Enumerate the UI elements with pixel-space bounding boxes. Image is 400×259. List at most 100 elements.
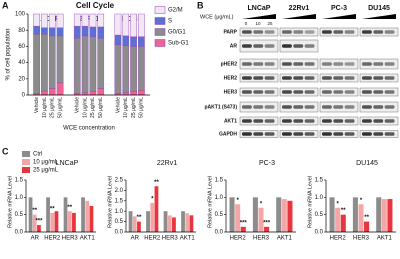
bar-segment bbox=[33, 13, 40, 27]
blot-band bbox=[304, 119, 315, 123]
x-tick-label: 10 μg/mL bbox=[123, 97, 129, 118]
x-tick-label: AKT1 bbox=[80, 236, 96, 242]
bar bbox=[252, 197, 258, 232]
blot-band bbox=[242, 90, 252, 94]
bar-segment bbox=[41, 90, 48, 96]
bar bbox=[132, 216, 137, 232]
dose-label: 25 bbox=[267, 21, 273, 26]
blot-band bbox=[304, 105, 315, 109]
blot-band bbox=[362, 105, 372, 109]
bar bbox=[81, 197, 85, 232]
protein-label: pHER2 bbox=[221, 61, 238, 67]
significance: ** bbox=[364, 215, 369, 221]
blot-band bbox=[373, 132, 384, 136]
blot-band bbox=[282, 132, 292, 136]
blot-band bbox=[253, 62, 264, 66]
dose-wedge bbox=[242, 14, 276, 19]
blot-band bbox=[242, 119, 252, 123]
dose-wedge bbox=[282, 14, 316, 19]
y-tick-label: 0.5 bbox=[315, 212, 324, 218]
legend-swatch bbox=[22, 167, 30, 173]
significance: ** bbox=[32, 208, 37, 214]
y-tick-label: 1.5 bbox=[15, 178, 24, 184]
blot-band bbox=[322, 105, 332, 109]
bar bbox=[387, 199, 393, 232]
protein-label: HER2 bbox=[224, 75, 238, 81]
x-tick-label: 50 μg/mL bbox=[98, 97, 104, 118]
y-tick-label: 2.5 bbox=[115, 178, 124, 184]
blot-band bbox=[322, 132, 332, 136]
panel-label: A bbox=[2, 0, 9, 10]
y-axis-label: % of cell population bbox=[6, 28, 12, 80]
blot-header: WCE (μg/mL) bbox=[200, 14, 234, 20]
blot-band bbox=[293, 90, 304, 94]
blot-band bbox=[384, 62, 395, 66]
blot-band bbox=[282, 105, 292, 109]
blot-band bbox=[253, 132, 264, 136]
legend-swatch bbox=[154, 17, 166, 25]
bar-segment bbox=[48, 13, 56, 28]
bar-segment bbox=[89, 36, 97, 92]
blot-band bbox=[373, 119, 384, 123]
bar-segment bbox=[122, 13, 130, 37]
blot-band bbox=[253, 105, 264, 109]
protein-label: GAPDH bbox=[219, 131, 237, 137]
y-tick-label: 0.0 bbox=[215, 230, 224, 236]
legend-label: 25 μg/mL bbox=[33, 168, 59, 174]
blot-band bbox=[333, 119, 344, 123]
bar-segment bbox=[114, 13, 122, 36]
protein-label: PARP bbox=[223, 29, 237, 35]
blot-band bbox=[242, 62, 252, 66]
y-tick-label: 1.0 bbox=[15, 195, 24, 201]
bar bbox=[189, 215, 194, 232]
blot-frame bbox=[279, 27, 319, 37]
significance: * bbox=[360, 198, 363, 204]
blot-band bbox=[253, 76, 264, 80]
blot-band bbox=[304, 44, 315, 48]
y-tick-label: 1.5 bbox=[115, 198, 124, 204]
blot-band bbox=[322, 119, 332, 123]
bar bbox=[128, 211, 133, 232]
bar bbox=[376, 197, 382, 232]
blot-band bbox=[282, 62, 292, 66]
blot-band bbox=[293, 132, 304, 136]
bar bbox=[185, 213, 190, 232]
blot-band bbox=[242, 30, 252, 34]
blot-band bbox=[282, 30, 292, 34]
y-tick-label: 40 bbox=[18, 60, 25, 66]
y-tick-label: 1.0 bbox=[215, 195, 224, 201]
bar bbox=[264, 226, 270, 232]
y-tick-label: 100 bbox=[15, 12, 26, 18]
bar-segment bbox=[138, 36, 145, 47]
blot-band bbox=[362, 90, 372, 94]
bar-segment bbox=[130, 91, 137, 96]
significance: *** bbox=[35, 219, 43, 225]
bar-segment bbox=[130, 13, 137, 37]
significance: *** bbox=[240, 220, 248, 226]
dose-wedge bbox=[322, 14, 356, 19]
y-tick-label: 2.0 bbox=[115, 188, 124, 194]
blot-band bbox=[253, 44, 264, 48]
x-tick-label: AR bbox=[131, 236, 140, 242]
bar bbox=[381, 199, 387, 232]
legend-swatch bbox=[154, 39, 166, 47]
blot-band bbox=[293, 30, 304, 34]
bar-segment bbox=[33, 34, 40, 94]
chart-title: LNCaP bbox=[56, 160, 79, 167]
bar bbox=[258, 207, 264, 232]
x-tick-label: HER2 bbox=[230, 236, 247, 242]
x-tick-label: 10 μg/mL bbox=[82, 97, 88, 118]
bar bbox=[150, 202, 155, 232]
bar-segment bbox=[138, 46, 145, 91]
blot-band bbox=[304, 62, 315, 66]
bar bbox=[28, 197, 33, 232]
x-axis-label: WCE concentration bbox=[63, 126, 115, 132]
bar-segment bbox=[73, 25, 81, 39]
legend-label: 10 μg/mL bbox=[33, 160, 59, 166]
blot-band bbox=[333, 132, 344, 136]
blot-band bbox=[333, 62, 344, 66]
y-axis-label: Relative mRNA Level bbox=[7, 176, 13, 228]
bar-segment bbox=[122, 92, 130, 96]
blot-band bbox=[373, 90, 384, 94]
